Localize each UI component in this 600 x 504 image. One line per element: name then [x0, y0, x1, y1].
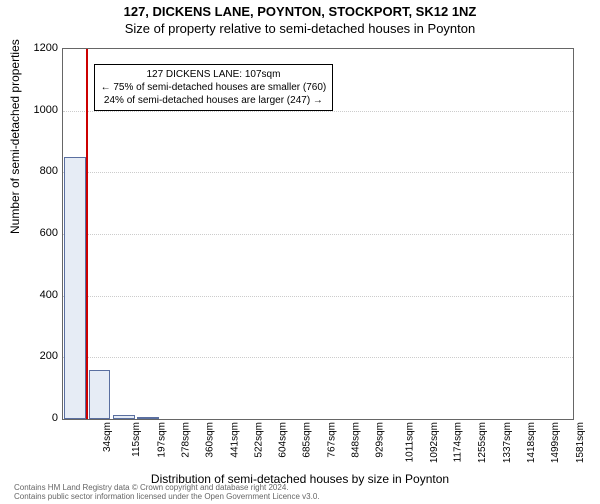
annotation-callout: 127 DICKENS LANE: 107sqm← 75% of semi-de… [94, 64, 334, 111]
x-tick-label: 441sqm [229, 422, 240, 458]
histogram-bar [113, 415, 135, 419]
x-tick-label: 1418sqm [526, 422, 537, 463]
histogram-bar [137, 417, 159, 419]
annotation-line1: 127 DICKENS LANE: 107sqm [101, 68, 327, 81]
footer-attribution: Contains HM Land Registry data © Crown c… [14, 483, 320, 502]
y-tick-label: 0 [18, 412, 58, 424]
gridline [63, 357, 573, 358]
y-tick-label: 200 [18, 350, 58, 362]
histogram-bar [89, 370, 111, 419]
x-tick-label: 360sqm [205, 422, 216, 458]
x-tick-label: 522sqm [253, 422, 264, 458]
x-tick-label: 1581sqm [575, 422, 586, 463]
footer-line2: Contains public sector information licen… [14, 492, 320, 502]
x-tick-label: 848sqm [351, 422, 362, 458]
y-tick-label: 400 [18, 289, 58, 301]
x-tick-label: 929sqm [375, 422, 386, 458]
x-tick-label: 604sqm [278, 422, 289, 458]
annotation-line3: 24% of semi-detached houses are larger (… [101, 94, 327, 107]
gridline [63, 111, 573, 112]
x-tick-label: 767sqm [326, 422, 337, 458]
chart-plot-area: 127 DICKENS LANE: 107sqm← 75% of semi-de… [62, 48, 574, 420]
x-tick-label: 278sqm [181, 422, 192, 458]
x-tick-label: 1092sqm [429, 422, 440, 463]
y-axis-label: Number of semi-detached properties [8, 39, 22, 234]
y-tick-label: 1000 [18, 104, 58, 116]
x-tick-label: 1174sqm [453, 422, 464, 462]
y-tick-label: 600 [18, 227, 58, 239]
chart-title-line1: 127, DICKENS LANE, POYNTON, STOCKPORT, S… [0, 4, 600, 19]
x-tick-label: 1337sqm [502, 422, 513, 463]
y-tick-label: 1200 [18, 42, 58, 54]
x-tick-label: 1011sqm [404, 422, 415, 462]
x-tick-label: 197sqm [156, 422, 167, 458]
gridline [63, 296, 573, 297]
x-tick-label: 34sqm [102, 422, 113, 452]
y-tick-label: 800 [18, 165, 58, 177]
gridline [63, 172, 573, 173]
x-tick-label: 115sqm [131, 422, 142, 457]
annotation-line2: ← 75% of semi-detached houses are smalle… [101, 81, 327, 94]
x-tick-label: 685sqm [302, 422, 313, 458]
x-tick-label: 1255sqm [478, 422, 489, 463]
highlight-marker-line [86, 49, 88, 419]
histogram-bar [64, 157, 86, 419]
gridline [63, 234, 573, 235]
footer-line1: Contains HM Land Registry data © Crown c… [14, 483, 320, 493]
x-tick-label: 1499sqm [550, 422, 561, 463]
chart-title-line2: Size of property relative to semi-detach… [0, 21, 600, 36]
